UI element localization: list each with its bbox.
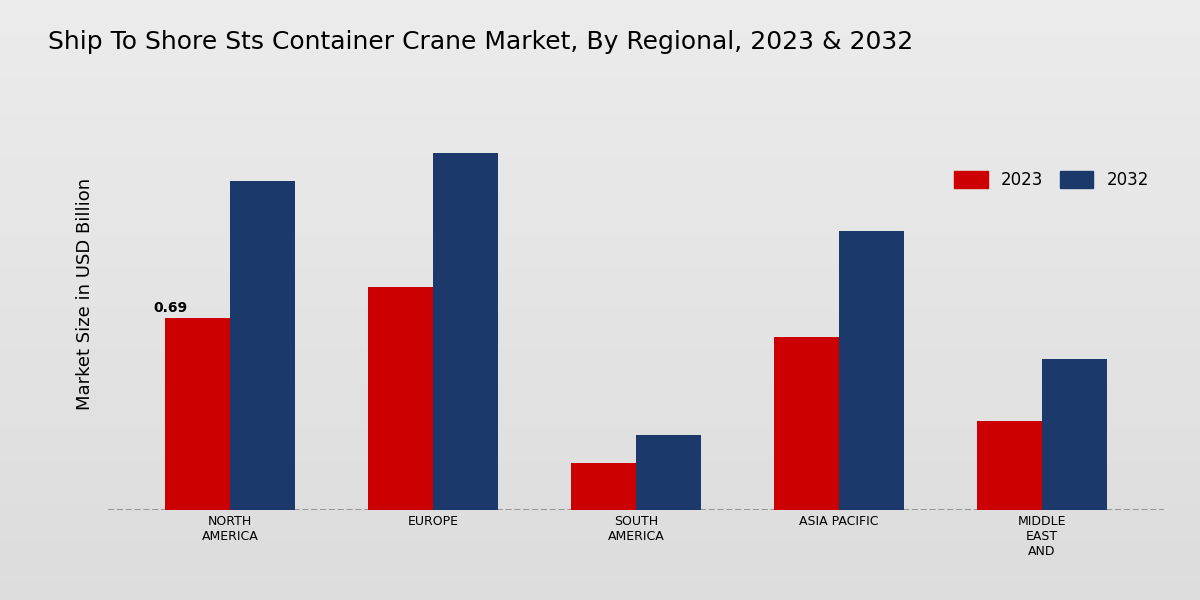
Bar <box>977 421 1042 510</box>
Bar <box>433 153 498 510</box>
Bar <box>571 463 636 510</box>
Legend: 2023, 2032: 2023, 2032 <box>948 164 1156 196</box>
Bar <box>774 337 839 510</box>
Bar <box>1042 359 1108 510</box>
Bar <box>839 231 904 510</box>
Text: 0.69: 0.69 <box>154 301 187 315</box>
Bar <box>164 317 230 510</box>
Y-axis label: Market Size in USD Billion: Market Size in USD Billion <box>76 178 94 410</box>
Text: Ship To Shore Sts Container Crane Market, By Regional, 2023 & 2032: Ship To Shore Sts Container Crane Market… <box>48 30 913 54</box>
Bar <box>368 287 433 510</box>
Bar <box>230 181 295 510</box>
Bar <box>636 435 701 510</box>
